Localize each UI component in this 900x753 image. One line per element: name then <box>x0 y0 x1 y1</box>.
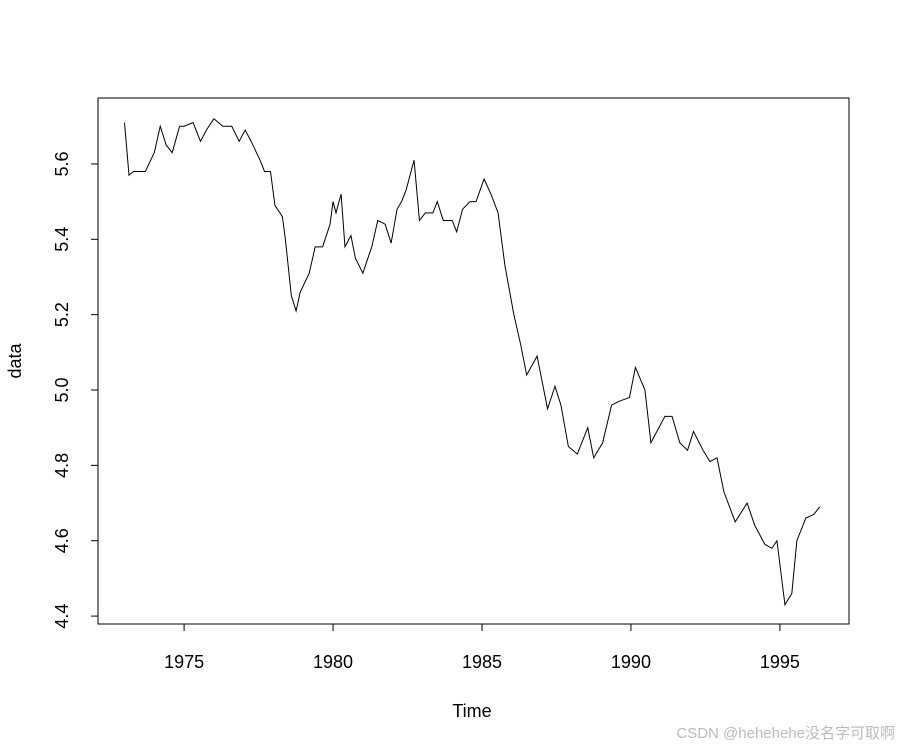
x-tick-label: 1975 <box>164 652 204 672</box>
y-tick-label: 4.8 <box>52 453 72 478</box>
x-tick-label: 1995 <box>760 652 800 672</box>
watermark: CSDN @hehehehe没名字可取啊 <box>676 725 895 742</box>
x-axis-label: Time <box>452 701 491 721</box>
y-tick-label: 5.0 <box>52 377 72 402</box>
y-axis-label: data <box>5 343 25 379</box>
y-tick-label: 5.6 <box>52 151 72 176</box>
plot-box <box>97 97 850 625</box>
y-tick-label: 4.6 <box>52 528 72 553</box>
x-tick-label: 1990 <box>611 652 651 672</box>
y-tick-label: 5.4 <box>52 227 72 252</box>
y-tick-label: 4.4 <box>52 604 72 629</box>
data-line <box>124 117 821 607</box>
y-tick-label: 5.2 <box>52 302 72 327</box>
x-tick-label: 1985 <box>462 652 502 672</box>
x-tick-label: 1980 <box>313 652 353 672</box>
